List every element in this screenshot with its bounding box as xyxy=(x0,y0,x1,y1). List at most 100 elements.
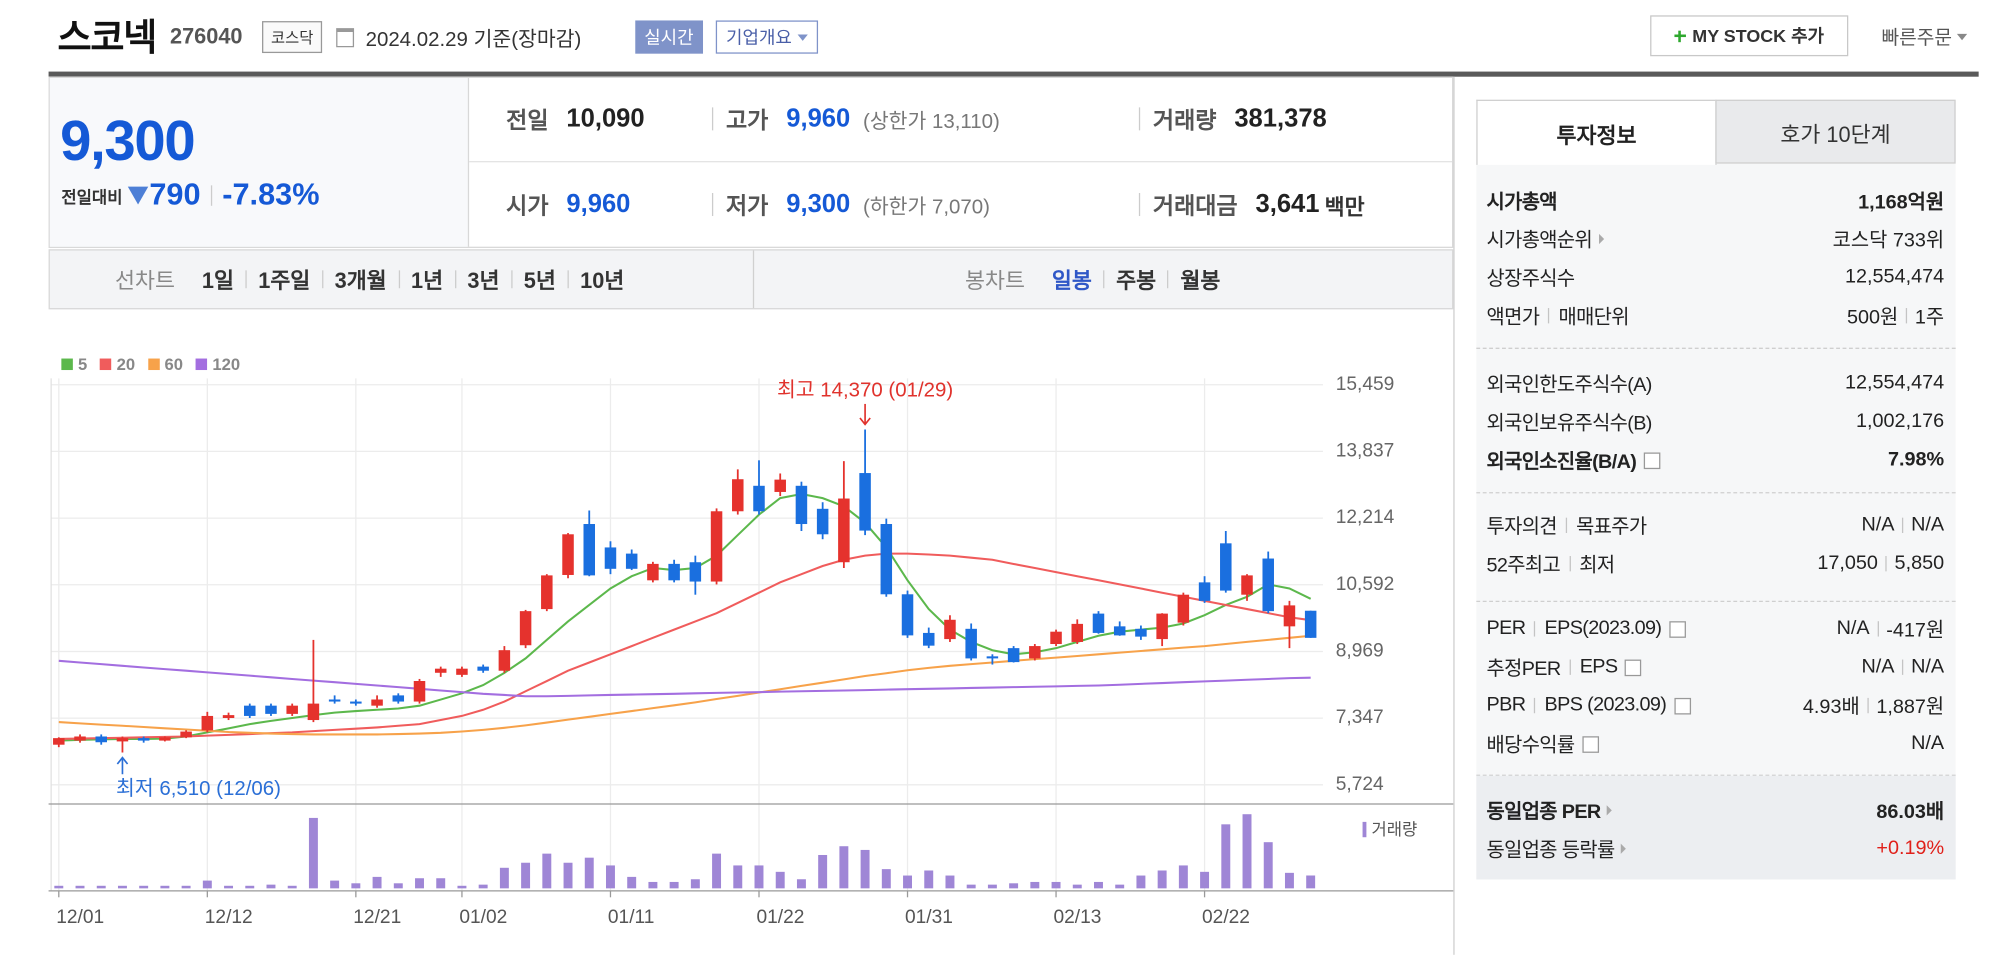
field-label: 거래대금 xyxy=(1152,193,1238,219)
value-text: 4.93배 xyxy=(1802,696,1860,719)
side-tab-label: 투자정보 xyxy=(1556,123,1637,148)
company-button[interactable]: 기업개요 xyxy=(715,20,818,54)
field-value: 381,378 xyxy=(1234,104,1327,133)
candle-body xyxy=(307,703,320,721)
base-date: 2024.02.29 기준(장마감) xyxy=(365,29,582,52)
annotation-arrowhead xyxy=(116,756,129,765)
candle-body xyxy=(944,619,956,640)
x-tick-label: 02/22 xyxy=(1202,907,1250,928)
volume-bar xyxy=(224,885,234,889)
volume-bar xyxy=(1115,884,1125,889)
label-text: 시가총액 xyxy=(1486,191,1558,214)
period-tab[interactable]: 1일 xyxy=(201,269,234,294)
quote-field: 고가 9,960 (상한가 13,110) xyxy=(726,102,1000,135)
period-tab[interactable]: 1년 xyxy=(410,269,444,294)
y-tick-label: 8,969 xyxy=(1336,641,1384,662)
period-tab[interactable]: 10년 xyxy=(580,269,625,294)
label-text: 외국인보유주식수(B) xyxy=(1486,412,1653,435)
field-separator xyxy=(1138,107,1141,131)
field-sub: (하한가 7,070) xyxy=(863,196,990,219)
period-tab[interactable]: 일봉 xyxy=(1051,269,1092,294)
quick-order[interactable]: 빠른주문 xyxy=(1882,24,1968,51)
field-value: 9,960 xyxy=(566,189,631,218)
candle-body xyxy=(222,715,235,718)
label-text: 배당수익률 xyxy=(1486,734,1576,757)
candle-body xyxy=(116,738,129,742)
down-arrow xyxy=(127,186,149,205)
volume-bar xyxy=(308,817,318,889)
candle-body xyxy=(1050,631,1062,645)
volume-bar xyxy=(436,878,446,889)
info-label: 배당수익률 xyxy=(1487,730,1599,758)
low-annotation: 최저 6,510 (12/06) xyxy=(116,777,281,800)
value-text: 12,554,474 xyxy=(1844,371,1945,394)
info-label[interactable]: 동일업종 PER xyxy=(1487,796,1613,824)
cell-divider xyxy=(467,77,470,247)
candle-body xyxy=(244,705,256,716)
volume-bar xyxy=(1157,870,1167,889)
candle-body xyxy=(456,668,468,675)
label-text: 동일업종 PER xyxy=(1486,801,1602,824)
volume-bar xyxy=(775,871,785,889)
stock-name: 스코넥 xyxy=(57,17,158,59)
info-label: 외국인보유주식수(B) xyxy=(1486,408,1653,436)
realtime-badge[interactable]: 실시간 xyxy=(635,20,703,54)
volume-bar xyxy=(669,881,679,889)
legend-label: 120 xyxy=(212,354,241,374)
plus-bar xyxy=(1678,30,1682,42)
volume-bar xyxy=(924,870,934,889)
value-text: 86.03배 xyxy=(1876,801,1945,824)
info-label: PBR BPS (2023.09) xyxy=(1487,694,1691,717)
field-sub: (상한가 13,110) xyxy=(863,111,1000,133)
label-text: 동일업종 등락률 xyxy=(1486,839,1616,862)
period-tab[interactable]: 5년 xyxy=(523,269,556,294)
info-label[interactable]: 동일업종 등락률 xyxy=(1487,835,1627,863)
candle-body xyxy=(583,524,596,576)
x-tick-label: 01/11 xyxy=(608,907,655,928)
period-tab[interactable]: 3년 xyxy=(467,269,500,294)
side-tab-active[interactable]: 투자정보 xyxy=(1476,99,1717,165)
candle-body xyxy=(838,498,850,563)
period-tab[interactable]: 월봉 xyxy=(1180,269,1221,294)
separator xyxy=(210,185,213,206)
candle-body xyxy=(562,534,574,575)
group-separator xyxy=(1476,774,1956,776)
volume-bar xyxy=(245,885,255,889)
tab-title: 선차트 xyxy=(115,269,176,294)
label-text: 액면가 xyxy=(1486,306,1540,329)
label-text: PER xyxy=(1486,617,1526,640)
x-tick-label: 01/02 xyxy=(459,907,507,928)
value-text: 코스닥 733위 xyxy=(1832,230,1945,252)
period-tab[interactable]: 1주일 xyxy=(258,269,311,294)
separator xyxy=(1103,269,1105,288)
my-stock-button[interactable]: MY STOCK 추가 xyxy=(1650,15,1849,57)
field-unit: 백만 xyxy=(1324,194,1365,220)
info-value: 86.03배 xyxy=(1876,796,1944,824)
quote-field: 거래대금 3,641 백만 xyxy=(1153,188,1365,221)
field-label: 시가 xyxy=(506,193,549,219)
value-text: 5,850 xyxy=(1894,552,1945,574)
x-tick-label: 12/12 xyxy=(205,907,253,928)
value-text: N/A xyxy=(1836,617,1870,640)
volume-bar xyxy=(96,885,106,889)
period-tab[interactable]: 주봉 xyxy=(1116,269,1157,294)
label-text: EPS(2023.09) xyxy=(1544,617,1662,640)
period-tab[interactable]: 3개월 xyxy=(334,269,387,294)
separator xyxy=(1565,517,1568,534)
separator xyxy=(1902,659,1904,675)
volume-bar xyxy=(966,884,976,889)
volume-bar xyxy=(372,876,382,889)
label-text: 52주최고 xyxy=(1486,554,1561,577)
x-tick-label: 02/13 xyxy=(1053,907,1101,928)
volume-bar xyxy=(860,849,870,889)
separator xyxy=(245,269,247,288)
label-text: 매매단위 xyxy=(1558,306,1629,329)
side-tab[interactable]: 호가 10단계 xyxy=(1715,99,1956,164)
candle-body xyxy=(477,666,489,671)
candle-body xyxy=(668,563,680,581)
quote-field: 저가 9,300 (하한가 7,070) xyxy=(726,188,990,221)
volume-bar xyxy=(117,885,127,889)
info-label[interactable]: 시가총액순위 xyxy=(1487,225,1604,253)
info-value: 12,554,474 xyxy=(1845,372,1944,395)
volume-bar xyxy=(160,885,170,889)
